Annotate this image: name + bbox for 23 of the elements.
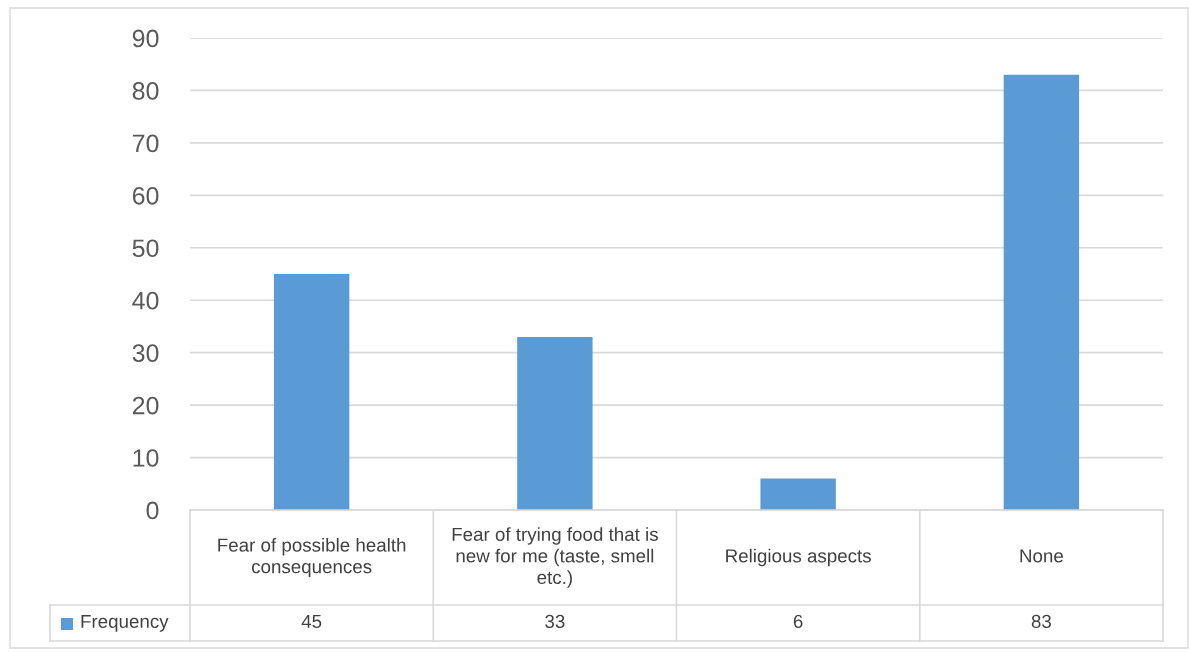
x-tick-label: Fear of trying food that is new for me (taste, smell etc.): [452, 527, 658, 588]
y-tick-label: 60: [132, 186, 159, 205]
bar: [1003, 74, 1080, 510]
y-tick-label: 70: [132, 134, 159, 153]
legend-label: Frequency: [81, 614, 169, 632]
y-tick-label: 80: [132, 82, 159, 100]
data-label: 45: [301, 614, 322, 629]
y-tick-label: 0: [146, 501, 159, 520]
data-label: 33: [545, 614, 565, 629]
y-tick-label: 50: [132, 239, 159, 258]
bar: [517, 336, 593, 510]
y-tick-label: 10: [133, 449, 159, 467]
data-label: 6: [793, 614, 803, 629]
y-tick-label: 30: [132, 344, 159, 362]
x-tick-label: Fear of possible health consequences: [218, 537, 406, 578]
x-tick-label: Religious aspects: [726, 548, 871, 567]
bar: [760, 478, 836, 510]
y-tick-label: 40: [132, 291, 159, 310]
data-label: 83: [1031, 614, 1051, 629]
bar: [273, 274, 350, 510]
y-tick-label: 90: [132, 29, 159, 48]
y-tick-label: 20: [132, 396, 159, 415]
x-tick-label: None: [1020, 549, 1063, 563]
